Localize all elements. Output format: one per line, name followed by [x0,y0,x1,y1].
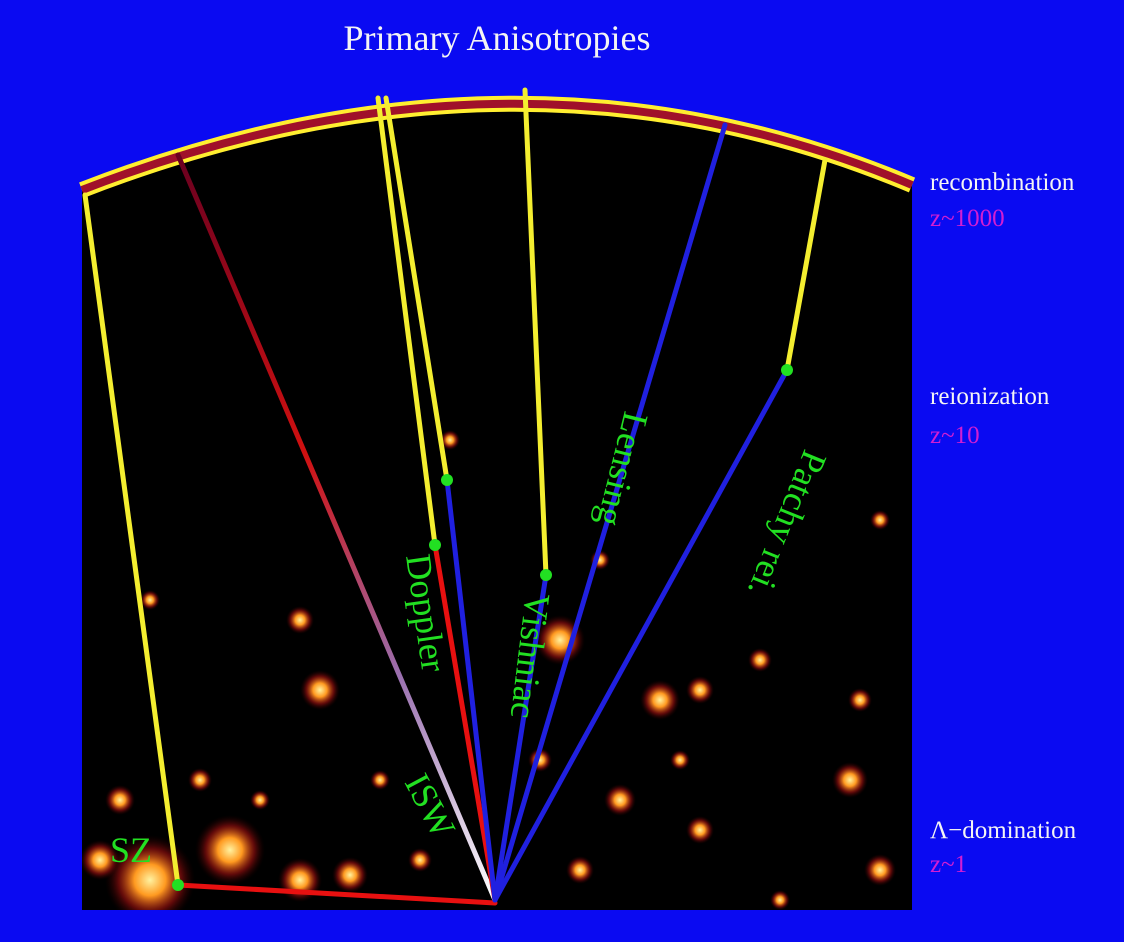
galaxy-glow [105,785,135,815]
galaxy-glow [770,890,790,910]
galaxy-glow [870,510,890,530]
galaxy-glow [370,770,390,790]
galaxy-glow [640,680,680,720]
epoch-label: reionization [930,383,1050,410]
galaxy-glow [278,858,322,902]
galaxy-glow [832,762,868,798]
galaxy-glow [686,676,714,704]
page: Primary Anisotropies recombination z~100… [0,0,1124,942]
galaxy-glow [748,648,772,672]
galaxy-glow [604,784,636,816]
epoch-label: Λ−domination [930,817,1077,844]
galaxy-glow [670,750,690,770]
galaxy-glow [332,857,368,893]
galaxy-glow [848,688,872,712]
galaxy-glow [566,856,594,884]
epoch-redshift: z~1000 [930,205,1005,232]
epoch-label: recombination [930,169,1075,196]
epoch-redshift: z~1 [930,851,967,878]
epoch-redshift: z~10 [930,422,980,449]
point [172,879,184,891]
point [441,474,453,486]
title: Primary Anisotropies [344,18,651,58]
point [781,364,793,376]
galaxy-glow [408,848,432,872]
diagram: Primary Anisotropies recombination z~100… [0,0,1124,942]
effect-label: SZ [110,830,152,870]
galaxy-glow [300,670,340,710]
galaxy-glow [686,816,714,844]
galaxy-glow [864,854,896,886]
galaxy-glow [188,768,212,792]
galaxy-glow [195,815,265,885]
galaxy-glow [286,606,314,634]
point [429,539,441,551]
galaxy-glow [250,790,270,810]
point [540,569,552,581]
